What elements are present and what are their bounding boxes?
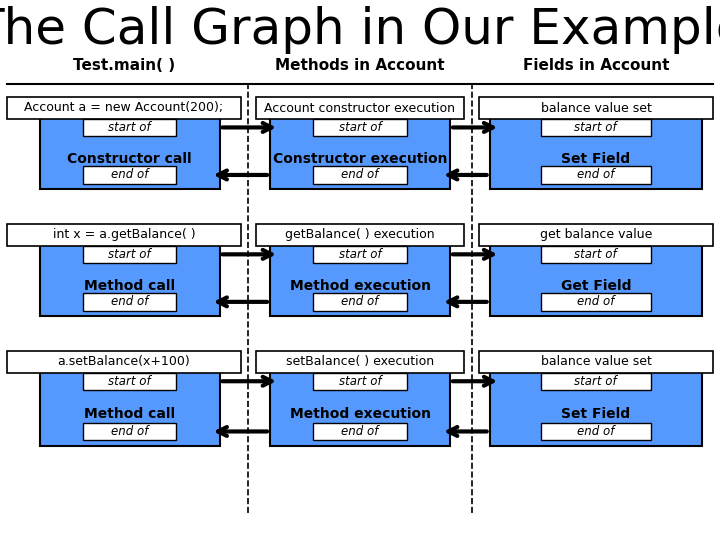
Bar (479, 351, 713, 373)
Text: Set Field: Set Field (561, 407, 631, 421)
Text: getBalance( ) execution: getBalance( ) execution (285, 228, 435, 241)
Bar (256, 224, 464, 246)
Text: start of: start of (338, 248, 382, 261)
Text: Method execution: Method execution (289, 407, 431, 421)
Bar (490, 367, 702, 446)
Text: start of: start of (575, 375, 617, 388)
Bar (313, 246, 407, 263)
Bar (270, 240, 450, 316)
Bar (313, 293, 407, 310)
Text: Methods in Account: Methods in Account (275, 58, 445, 73)
Text: Constructor execution: Constructor execution (273, 152, 447, 166)
Bar (83, 293, 176, 310)
Text: start of: start of (338, 121, 382, 134)
Text: Account constructor execution: Account constructor execution (264, 102, 456, 114)
Bar (83, 373, 176, 390)
Bar (256, 97, 464, 119)
Text: end of: end of (111, 425, 148, 438)
Bar (313, 119, 407, 136)
Bar (270, 367, 450, 446)
Bar (479, 224, 713, 246)
Text: start of: start of (338, 375, 382, 388)
Bar (7, 351, 241, 373)
Text: start of: start of (108, 121, 151, 134)
Text: Method call: Method call (84, 407, 175, 421)
Bar (256, 351, 464, 373)
Text: end of: end of (577, 425, 614, 438)
Text: end of: end of (111, 295, 148, 308)
Bar (313, 423, 407, 440)
Text: get balance value: get balance value (540, 228, 652, 241)
Text: Constructor call: Constructor call (67, 152, 192, 166)
Bar (541, 423, 651, 440)
Text: end of: end of (341, 295, 379, 308)
Text: balance value set: balance value set (541, 355, 652, 368)
Text: start of: start of (108, 248, 151, 261)
Text: Method call: Method call (84, 279, 175, 293)
Text: start of: start of (575, 248, 617, 261)
Bar (83, 246, 176, 263)
Text: start of: start of (575, 121, 617, 134)
Text: Account a = new Account(200);: Account a = new Account(200); (24, 102, 223, 114)
Bar (541, 119, 651, 136)
Bar (7, 224, 241, 246)
Text: setBalance( ) execution: setBalance( ) execution (286, 355, 434, 368)
Text: The Call Graph in Our Example: The Call Graph in Our Example (0, 6, 720, 53)
Bar (83, 166, 176, 184)
Bar (541, 166, 651, 184)
Text: Test.main( ): Test.main( ) (73, 58, 175, 73)
Bar (490, 240, 702, 316)
Text: start of: start of (108, 375, 151, 388)
Bar (40, 367, 220, 446)
Bar (313, 373, 407, 390)
Text: a.setBalance(x+100): a.setBalance(x+100) (58, 355, 190, 368)
Text: end of: end of (341, 425, 379, 438)
Bar (313, 166, 407, 184)
Text: end of: end of (111, 168, 148, 181)
Text: Get Field: Get Field (561, 279, 631, 293)
Bar (83, 119, 176, 136)
Bar (83, 423, 176, 440)
Bar (541, 293, 651, 310)
Bar (479, 97, 713, 119)
Text: end of: end of (577, 168, 614, 181)
Text: end of: end of (577, 295, 614, 308)
Bar (541, 246, 651, 263)
Bar (7, 97, 241, 119)
Bar (40, 113, 220, 189)
Text: int x = a.getBalance( ): int x = a.getBalance( ) (53, 228, 195, 241)
Text: Set Field: Set Field (561, 152, 631, 166)
Text: Method execution: Method execution (289, 279, 431, 293)
Text: Fields in Account: Fields in Account (523, 58, 670, 73)
Bar (270, 113, 450, 189)
Bar (541, 373, 651, 390)
Text: balance value set: balance value set (541, 102, 652, 114)
Text: end of: end of (341, 168, 379, 181)
Bar (40, 240, 220, 316)
Bar (490, 113, 702, 189)
